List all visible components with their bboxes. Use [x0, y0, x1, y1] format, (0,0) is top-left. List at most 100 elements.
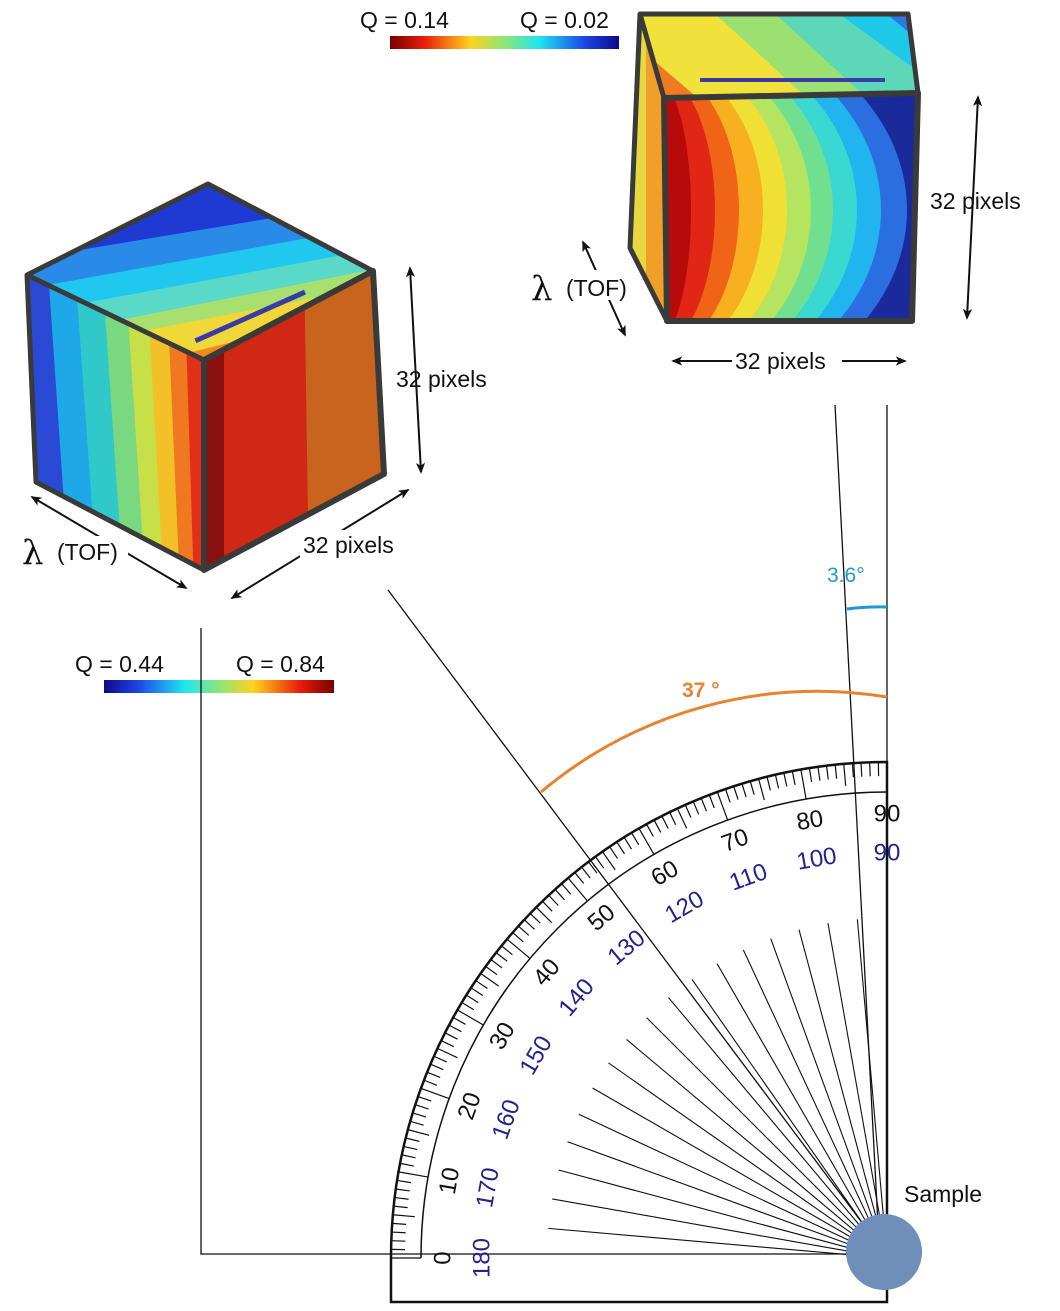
protractor-tick: [462, 1003, 474, 1010]
colorbar-bottom-right-label: Q = 0.84: [236, 651, 325, 677]
protractor-tick: [524, 920, 534, 930]
protractor-outer-label: 60: [647, 855, 684, 892]
protractor-ray: [608, 1063, 855, 1236]
protractor-inner-label: 180: [468, 1238, 495, 1278]
cube-right-lambda-label: (TOF): [566, 275, 627, 301]
protractor-tick: [750, 781, 754, 794]
protractor-tick: [397, 1180, 411, 1182]
protractor-tick: [518, 926, 528, 935]
protractor-tick: [402, 1155, 416, 1158]
protractor-ray: [692, 979, 865, 1226]
protractor-tick: [394, 1206, 408, 1207]
protractor-tick: [632, 833, 639, 845]
protractor-ray: [548, 1228, 849, 1254]
cube-left: [20, 180, 390, 590]
angle-label-3-6: 3.6°: [827, 564, 865, 587]
protractor-tick: [549, 895, 559, 905]
protractor-ray: [552, 1199, 849, 1251]
protractor-tick: [784, 773, 787, 787]
protractor-ray: [743, 950, 871, 1224]
protractor-tick: [424, 1080, 437, 1085]
protractor-tick: [481, 974, 499, 987]
protractor-tick: [835, 765, 836, 779]
protractor-tick: [434, 1056, 447, 1062]
protractor-ray: [627, 1039, 858, 1233]
protractor-tick: [575, 873, 584, 884]
protractor-tick: [759, 779, 765, 800]
protractor-tick: [701, 798, 706, 811]
protractor-outer-label: 30: [484, 1018, 521, 1055]
protractor-tick: [693, 801, 698, 814]
protractor-tick: [471, 988, 483, 996]
right-cube-ray: [835, 405, 879, 1244]
protractor-tick: [536, 907, 552, 923]
protractor-ray: [717, 964, 868, 1226]
protractor-ray: [579, 1114, 853, 1242]
protractor-tick: [496, 953, 507, 962]
protractor-tick: [767, 777, 770, 791]
colorbar-bottom-gradient: [104, 680, 334, 693]
colorbar-top: Q = 0.14 Q = 0.02: [360, 7, 619, 49]
protractor-tick: [677, 808, 686, 828]
protractor-tick: [392, 1223, 406, 1224]
angle-label-37: 37 °: [682, 679, 720, 702]
protractor-ray: [568, 1142, 852, 1245]
protractor-tick: [709, 795, 714, 808]
left-cube-ray: [388, 590, 878, 1244]
protractor-tick: [413, 1113, 426, 1117]
protractor-tick: [562, 884, 571, 895]
protractor-tick: [513, 933, 524, 942]
protractor-tick: [654, 820, 661, 832]
sample-disc: [846, 1214, 922, 1290]
protractor-outer-label: 20: [452, 1089, 487, 1123]
protractor-tick: [399, 1172, 429, 1177]
protractor-tick: [809, 768, 811, 782]
protractor-tick: [734, 786, 738, 799]
protractor-tick: [396, 1189, 410, 1191]
protractor-outer-label: 40: [528, 954, 566, 992]
protractor-tick: [542, 901, 552, 911]
protractor-inner-label: 110: [726, 858, 771, 896]
protractor-inner-label: 90: [874, 839, 901, 866]
cube-right-height-label: 32 pixels: [930, 188, 1021, 214]
protractor-outline: [391, 762, 887, 1302]
protractor-tick: [395, 1198, 409, 1200]
protractor-tick: [406, 1138, 420, 1141]
protractor-tick: [427, 1072, 440, 1077]
protractor-tick: [818, 767, 820, 781]
colorbar-top-right-label: Q = 0.02: [520, 7, 609, 33]
protractor-outer-label: 80: [794, 805, 825, 836]
protractor-tick: [486, 966, 497, 974]
protractor-ray: [668, 998, 862, 1229]
cube-right-lambda-symbol: λ: [531, 269, 553, 309]
protractor-tick: [726, 789, 731, 802]
protractor-outer-label: 0: [429, 1251, 456, 1264]
cube-left-width-label: 32 pixels: [303, 532, 394, 558]
colorbar-top-gradient: [390, 36, 619, 49]
protractor-ray: [857, 919, 883, 1220]
cube-left-height-label: 32 pixels: [396, 366, 487, 392]
protractor-tick: [610, 847, 618, 859]
cube-right: [403, 0, 930, 410]
angle-arc-37: [541, 691, 887, 792]
protractor-inner-label: 150: [514, 1031, 557, 1079]
colorbar-bottom-left-label: Q = 0.44: [75, 651, 164, 677]
protractor-tick: [430, 1064, 443, 1069]
protractor-tick: [717, 792, 727, 820]
protractor-tick: [568, 878, 587, 901]
protractor-tick: [437, 1048, 457, 1057]
protractor-tick: [595, 857, 603, 868]
protractor-tick: [775, 775, 778, 789]
protractor-ray: [593, 1088, 855, 1239]
protractor-rays: [548, 919, 883, 1254]
protractor-tick: [449, 1025, 461, 1032]
colorbar-bottom: Q = 0.44 Q = 0.84: [75, 651, 334, 693]
protractor-tick: [400, 1163, 414, 1166]
protractor-tick: [792, 771, 795, 785]
protractor-inner-label: 120: [660, 885, 708, 928]
protractor-outer-label: 90: [874, 800, 901, 827]
protractor-tick: [457, 1010, 483, 1025]
